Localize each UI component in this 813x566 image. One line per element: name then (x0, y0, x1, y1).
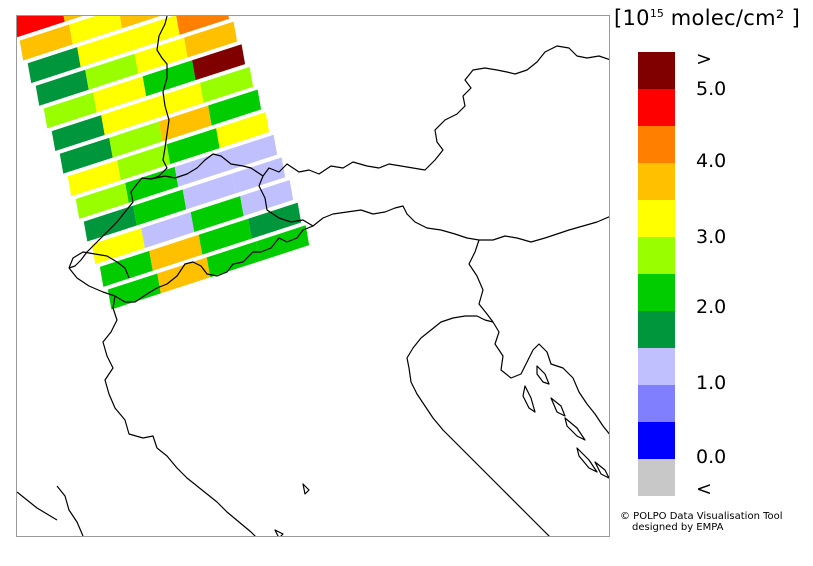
colorbar-label: 3.0 (696, 226, 727, 248)
swath-pixel (101, 98, 155, 135)
swath-pixel (77, 31, 131, 68)
island-cres (522, 385, 536, 413)
map-panel[interactable] (16, 15, 610, 537)
coast-liguria (156, 447, 256, 536)
swath-pixel (198, 218, 252, 255)
colorbar-segment (638, 126, 675, 163)
unit-suffix: molec/cm² ] (663, 6, 801, 30)
swath-pixel (99, 250, 153, 287)
colorbar-segment (638, 311, 675, 348)
swath-pixel (117, 144, 171, 181)
island-small (594, 461, 609, 479)
swath-pixel (208, 89, 262, 126)
island-elba (274, 529, 284, 536)
swath-pixel (190, 196, 244, 233)
swath-pixel (182, 173, 236, 210)
colorbar-label: < (696, 478, 712, 500)
swath-pixel (59, 137, 113, 174)
colorbar-segment (638, 237, 675, 274)
colorbar-segment (638, 385, 675, 422)
border-swiss-italy (68, 225, 314, 303)
colorbar-label: 0.0 (696, 446, 727, 468)
swath-pixel (51, 115, 105, 152)
island-pag (564, 417, 586, 441)
border-italy-slovenia (468, 239, 494, 323)
swath-pixel (149, 234, 203, 271)
colorbar-segment (638, 459, 675, 496)
swath-pixel (216, 112, 270, 149)
credit-line-2: designed by EMPA (632, 522, 724, 533)
colorbar-label: 2.0 (696, 296, 727, 318)
border-rhine (68, 16, 170, 269)
colorbar-segment (638, 52, 675, 89)
swath-pixel (17, 16, 65, 38)
swath-pixel (69, 16, 123, 45)
unit-prefix: [10 (614, 6, 650, 30)
swath-pixel (85, 53, 139, 90)
swath-pixel (232, 157, 286, 194)
colorbar-label: 5.0 (696, 78, 727, 100)
island-dugi (576, 447, 598, 473)
unit-exponent: 15 (649, 7, 664, 20)
colorbar-segment (638, 163, 675, 200)
swath-pixel (240, 180, 294, 216)
colorbar-label: 4.0 (696, 150, 727, 172)
coast-istria (492, 321, 609, 435)
swath-pixel (248, 202, 302, 239)
swath-pixel (158, 105, 212, 142)
satellite-swath (17, 16, 310, 310)
swath-pixel (200, 66, 254, 103)
swath-pixel (43, 92, 97, 129)
swath-pixel (118, 16, 172, 29)
colorbar-segment (638, 348, 675, 385)
swath-pixel (141, 212, 195, 249)
swath-pixel (176, 16, 230, 35)
swath-pixel (126, 16, 180, 51)
swath-pixel (184, 21, 238, 58)
coast-italy-east (408, 367, 550, 536)
credit-line-1: © POLPO Data Visualisation Tool (620, 511, 783, 522)
swath-pixel (166, 128, 220, 165)
swath-pixel (19, 24, 73, 61)
swath-pixel (206, 241, 260, 278)
swath-pixel (93, 76, 147, 113)
swath-pixel (174, 150, 228, 187)
border-lake-geneva (68, 251, 130, 279)
colorbar-segment (638, 274, 675, 311)
swath-pixel (224, 134, 278, 171)
coast-venice (406, 315, 494, 369)
swath-pixel (35, 69, 89, 106)
island-krk (536, 365, 550, 385)
swath-pixel (75, 182, 129, 219)
swath-pixel (256, 225, 310, 262)
border-alps-south (258, 175, 609, 243)
swath-pixel (109, 121, 163, 158)
island-tuscan (302, 483, 310, 495)
swath-pixel (67, 160, 121, 197)
colorbar-segment (638, 422, 675, 459)
coast-corsica (56, 485, 84, 536)
colorbar-label: 1.0 (696, 372, 727, 394)
coast-france (17, 491, 58, 521)
swath-pixel (192, 44, 246, 81)
colorbar-segment (638, 89, 675, 126)
swath-pixel (107, 273, 161, 310)
swath-pixel (142, 60, 196, 97)
border-france-italy (102, 295, 158, 449)
swath-pixel (150, 82, 204, 119)
colorbar-unit-title: [1015 molec/cm² ] (614, 6, 810, 30)
colorbar-label: > (696, 48, 712, 70)
swath-pixel (133, 189, 187, 226)
credit: © POLPO Data Visualisation Tool designed… (620, 511, 783, 533)
border-swiss-north (150, 45, 609, 180)
country-borders (17, 16, 609, 536)
swath-pixel (27, 47, 81, 84)
map-svg (17, 16, 609, 536)
colorbar (638, 52, 675, 496)
swath-pixel (157, 257, 211, 294)
colorbar-segment (638, 200, 675, 237)
island-rab (550, 397, 566, 417)
